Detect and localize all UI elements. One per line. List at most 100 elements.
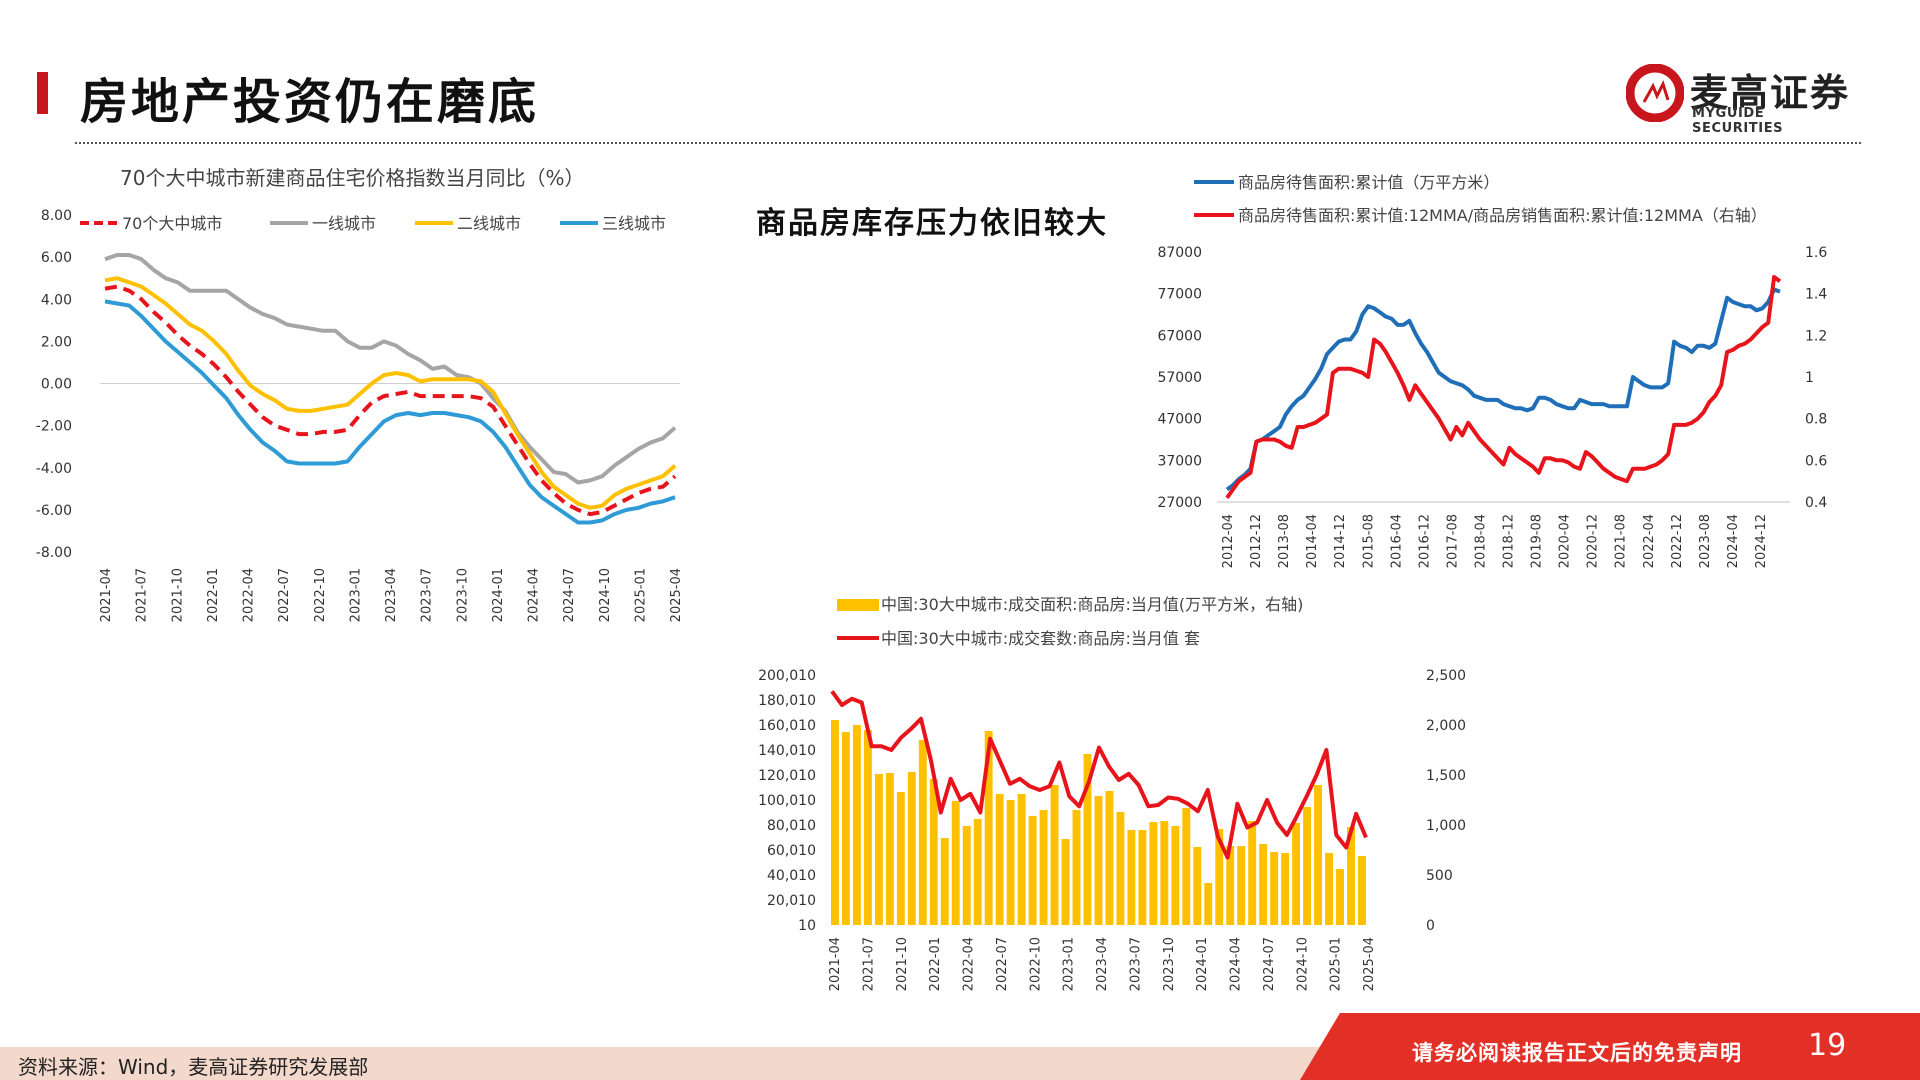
x-tick-label: 2024-07 — [562, 568, 577, 622]
x-tick-label: 2024-04 — [527, 568, 542, 622]
y-tick-label: 180,010 — [758, 693, 816, 709]
x-tick-label: 2024-12 — [1754, 514, 1769, 568]
bar — [962, 826, 971, 925]
inventory-chart: 商品房待售面积:累计值（万平方米） 商品房待售面积:累计值:12MMA/商品房销售… — [1157, 173, 1827, 568]
x-tick-label: 2022-10 — [1028, 937, 1043, 991]
series-line-3 — [104, 299, 676, 525]
series-line-1 — [104, 253, 677, 485]
bar — [831, 720, 839, 925]
x-tick-label: 2022-10 — [313, 568, 328, 622]
y-tick-label: 37000 — [1157, 453, 1202, 469]
y-tick-label: 200,010 — [758, 668, 816, 684]
series-line-1 — [830, 690, 1368, 860]
x-tick-label: 2020-12 — [1586, 514, 1601, 568]
bar — [1193, 847, 1202, 925]
legend-label-0: 中国:30大中城市:成交面积:商品房:当月值(万平方米，右轴) — [881, 595, 1303, 614]
x-tick-label: 2012-12 — [1249, 514, 1264, 568]
y-tick-label: 10 — [798, 918, 816, 934]
x-tick-label: 2025-01 — [1329, 937, 1344, 991]
brand-mark-icon — [1626, 64, 1684, 122]
bar — [1127, 830, 1136, 925]
price-index-chart: 70个大中城市新建商品住宅价格指数当月同比（%） 8.00 6.00 4.00 2.0… — [36, 166, 684, 622]
brand-logo: 麦高证券 MYGUIDE SECURITIES — [1626, 62, 1856, 136]
x-tick-label: 2023-10 — [455, 568, 470, 622]
x-tick-label: 2024-10 — [598, 568, 613, 622]
x-tick-label: 2013-08 — [1277, 514, 1292, 568]
bar — [1215, 829, 1224, 925]
bar — [918, 740, 927, 925]
y-tick-label: 57000 — [1157, 370, 1202, 386]
x-tick-label: 2023-10 — [1162, 937, 1177, 991]
footer-disclaimer: 请务必阅读报告正文后的免责声明 — [1412, 1041, 1742, 1065]
x-tick-label: 2020-04 — [1558, 514, 1573, 568]
x-tick-label: 2022-01 — [206, 568, 221, 622]
y-tick-label: 87000 — [1157, 245, 1202, 261]
bar — [1325, 853, 1333, 925]
x-tick-label: 2016-12 — [1417, 514, 1432, 568]
y2-tick-label: 2,500 — [1426, 668, 1466, 684]
bar — [1336, 869, 1344, 925]
bar — [1314, 785, 1323, 925]
x-tick-label: 2022-04 — [242, 568, 257, 622]
x-tick-label: 2022-04 — [1642, 514, 1657, 568]
bar — [1204, 883, 1213, 925]
bar — [1039, 810, 1048, 925]
legend-label-2: 二线城市 — [457, 214, 521, 233]
bar — [940, 838, 949, 925]
bar — [885, 773, 894, 925]
bar — [929, 779, 938, 925]
series-line-0 — [104, 284, 677, 517]
y-tick-label: 67000 — [1157, 328, 1202, 344]
x-tick-label: 2021-08 — [1614, 514, 1629, 568]
y2-tick-label: 2,000 — [1426, 718, 1466, 734]
y2-tick-label: 1.2 — [1805, 328, 1827, 344]
y2-tick-label: 0.4 — [1805, 495, 1827, 511]
y-tick-label: -8.00 — [36, 545, 72, 561]
y2-tick-label: 1 — [1805, 370, 1814, 386]
x-tick-label: 2024-10 — [1295, 937, 1310, 991]
x-tick-label: 2024-01 — [491, 568, 506, 622]
x-tick-label: 2023-04 — [1095, 937, 1110, 991]
bar — [1237, 846, 1246, 925]
header-divider — [75, 142, 1861, 144]
transaction-chart: 中国:30大中城市:成交面积:商品房:当月值(万平方米，右轴) 中国:30大中城市… — [758, 595, 1466, 991]
y-tick-label: 80,010 — [767, 818, 816, 834]
x-tick-label: 2014-04 — [1305, 514, 1320, 568]
x-tick-label: 2023-08 — [1698, 514, 1713, 568]
x-tick-label: 2022-01 — [928, 937, 943, 991]
page-number: 19 — [1808, 1028, 1847, 1063]
y-tick-label: 120,010 — [758, 768, 816, 784]
x-tick-label: 2021-07 — [861, 937, 876, 991]
bar — [995, 794, 1004, 925]
bar — [1083, 754, 1092, 925]
title-accent-bar — [37, 72, 48, 114]
bar — [1281, 853, 1290, 925]
bar — [1116, 812, 1125, 925]
legend-label-0: 70个大中城市 — [122, 214, 222, 233]
footer-red-banner — [1300, 1013, 1920, 1080]
x-tick-label: 2015-08 — [1361, 514, 1376, 568]
bar — [1072, 810, 1081, 925]
x-tick-label: 2021-04 — [828, 937, 843, 991]
bar — [951, 801, 960, 925]
y-tick-label: 40,010 — [767, 868, 816, 884]
bar — [1358, 856, 1366, 925]
y-tick-label: 140,010 — [758, 743, 816, 759]
series-line-0 — [1225, 287, 1781, 492]
x-tick-label: 2025-04 — [1362, 937, 1377, 991]
bar — [1028, 816, 1037, 925]
y2-tick-label: 0.6 — [1805, 453, 1827, 469]
x-tick-label: 2021-10 — [895, 937, 910, 991]
legend-label-1: 商品房待售面积:累计值:12MMA/商品房销售面积:累计值:12MMA（右轴） — [1238, 206, 1767, 225]
x-tick-label: 2012-04 — [1221, 514, 1236, 568]
legend-label-1: 一线城市 — [312, 214, 376, 233]
y2-tick-label: 0.8 — [1805, 412, 1827, 428]
y-tick-label: -4.00 — [36, 461, 72, 477]
y-tick-label: 4.00 — [41, 292, 72, 308]
y-tick-label: 160,010 — [758, 718, 816, 734]
x-tick-label: 2023-01 — [1062, 937, 1077, 991]
x-tick-label: 2024-07 — [1262, 937, 1277, 991]
y-tick-label: 27000 — [1157, 495, 1202, 511]
x-tick-label: 2019-08 — [1530, 514, 1545, 568]
x-tick-label: 2014-12 — [1333, 514, 1348, 568]
